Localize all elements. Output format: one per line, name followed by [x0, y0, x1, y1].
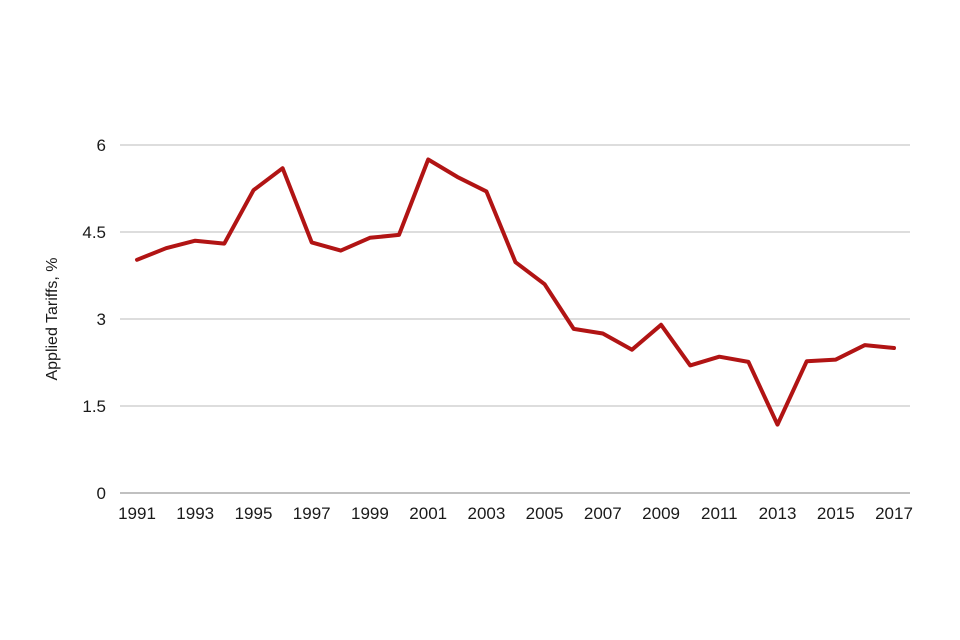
y-tick-label: 3: [97, 310, 106, 329]
y-tick-label: 0: [97, 484, 106, 503]
y-axis-title: Applied Tariffs, %: [44, 257, 61, 380]
x-tick-label: 2011: [701, 504, 738, 523]
x-tick-label: 1993: [176, 504, 214, 523]
x-tick-label: 2005: [526, 504, 564, 523]
x-tick-label: 2015: [817, 504, 855, 523]
x-tick-label: 2001: [409, 504, 447, 523]
x-tick-label: 1991: [118, 504, 156, 523]
x-tick-label: 2007: [584, 504, 622, 523]
y-tick-label: 4.5: [82, 223, 106, 242]
x-tick-label: 2003: [467, 504, 505, 523]
x-tick-label: 1995: [235, 504, 273, 523]
y-tick-label: 1.5: [82, 397, 106, 416]
x-tick-label: 2009: [642, 504, 680, 523]
x-tick-label: 2017: [875, 504, 913, 523]
x-tick-label: 1997: [293, 504, 331, 523]
x-tick-label: 1999: [351, 504, 389, 523]
tariff-line-series: [135, 157, 896, 427]
x-tick-label: 2013: [759, 504, 797, 523]
y-tick-label: 6: [97, 136, 106, 155]
